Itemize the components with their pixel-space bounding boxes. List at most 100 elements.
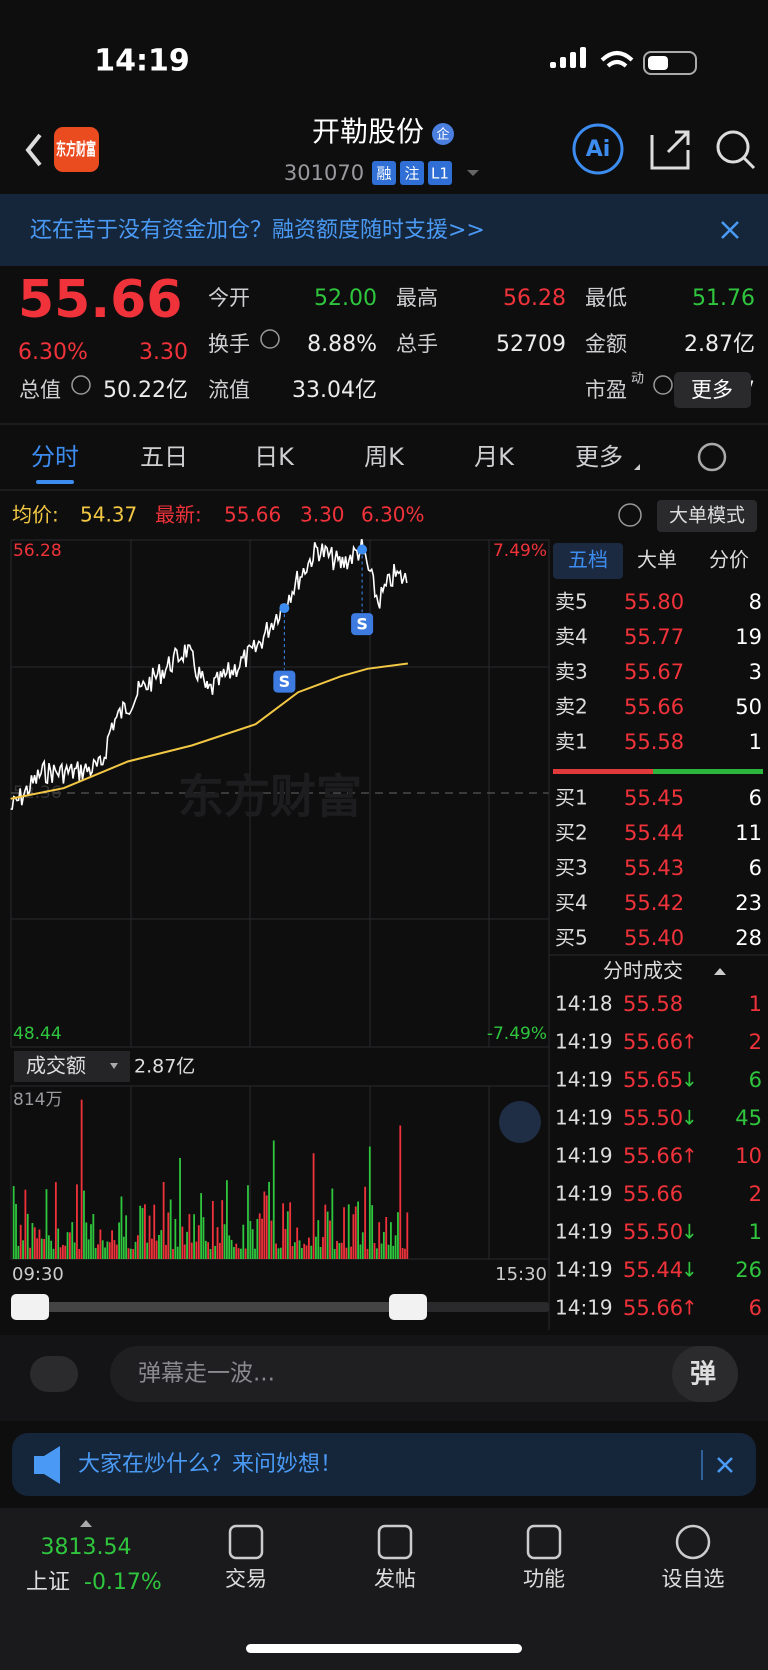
index-value[interactable]: 3813.54 (41, 1535, 132, 1560)
vol-bar (69, 1232, 71, 1259)
vol-bar (303, 1243, 306, 1259)
vol-bar (12, 1186, 15, 1259)
comment-placeholder[interactable]: 弹幕走一波... (138, 1361, 275, 1387)
tab[interactable]: 周K (364, 443, 405, 471)
vol-bar (172, 1248, 174, 1259)
vol-bar (76, 1184, 78, 1259)
vol-bar (17, 1245, 20, 1259)
tab[interactable]: 日K (254, 443, 295, 471)
ai-button[interactable] (572, 123, 624, 175)
book-vol: 50 (735, 695, 762, 719)
marker: S (356, 615, 368, 634)
vol-bar (209, 1248, 212, 1259)
ai-label[interactable]: Ai (586, 137, 611, 162)
vol-bar (38, 1229, 41, 1259)
info-icon (260, 329, 280, 349)
more-label[interactable]: 更多 (691, 378, 733, 402)
more-button[interactable] (674, 372, 751, 408)
tab[interactable]: 月K (474, 443, 515, 471)
info-icon (71, 375, 91, 395)
settings[interactable] (697, 442, 727, 472)
vol-bar (406, 1212, 409, 1259)
tab[interactable]: 五日 (140, 443, 188, 471)
comment-button-bg[interactable] (672, 1346, 738, 1402)
danmu-button[interactable]: 弹 (690, 1360, 716, 1390)
logo: 东方财富 (56, 139, 96, 160)
vol-bar (338, 1243, 341, 1259)
order-tab[interactable]: 五档 (568, 548, 608, 572)
vol-bar (270, 1220, 273, 1259)
index-pct[interactable]: -0.17% (84, 1570, 162, 1595)
slider-thumb[interactable] (11, 1294, 49, 1320)
vol-bar (317, 1220, 320, 1259)
vol-bar (134, 1241, 137, 1259)
tab[interactable]: 分时 (31, 443, 79, 471)
vol-bar (307, 1237, 310, 1259)
comment-input[interactable] (110, 1346, 738, 1402)
tab[interactable]: 更多 (575, 443, 623, 471)
vol-bar (293, 1242, 296, 1259)
mode-bg[interactable] (657, 500, 757, 532)
vol-label[interactable]: 成交额 (26, 1054, 86, 1078)
nav-icon[interactable] (228, 1524, 264, 1560)
trade-time: 14:19 (555, 1144, 613, 1168)
vol-bar (366, 1248, 369, 1259)
banner-close[interactable] (721, 221, 739, 239)
field-value: 2.87亿 (684, 332, 755, 357)
vol-bar (404, 1248, 406, 1259)
nav-label[interactable]: 交易 (225, 1567, 267, 1591)
index-caret (80, 1520, 92, 1527)
nav-icon[interactable] (675, 1524, 711, 1560)
book-label: 买1 (555, 786, 588, 810)
order-tab[interactable]: 大单 (637, 548, 677, 572)
nav-label[interactable]: 功能 (523, 1567, 565, 1591)
clock: 14:19 (94, 44, 190, 79)
vol-bar (167, 1212, 170, 1259)
slider-thumb[interactable] (389, 1294, 427, 1320)
banner-text[interactable]: 还在苦于没有资金加仓？融资额度随时支援>> (30, 218, 485, 243)
field-label: 流值 (208, 378, 250, 402)
mode[interactable]: 大单模式 (669, 505, 745, 527)
trade-arrow: ↓ (681, 1220, 698, 1244)
vol-bar (26, 1213, 29, 1259)
back[interactable] (25, 133, 42, 167)
nav-icon[interactable] (526, 1524, 562, 1560)
comment-icon[interactable] (30, 1356, 78, 1392)
nav-label[interactable]: 设自选 (662, 1567, 725, 1591)
change-pct: 6.30% (18, 340, 88, 365)
vol-bar (223, 1224, 226, 1259)
axis-high-pct: 7.49% (493, 541, 547, 561)
axis-low: 48.44 (13, 1024, 62, 1044)
book-vol: 19 (735, 625, 762, 649)
vol-bar (326, 1211, 329, 1259)
vol-bar (380, 1243, 383, 1259)
nav-icon[interactable] (377, 1524, 413, 1560)
vol-max: 814万 (13, 1090, 62, 1110)
search[interactable] (716, 130, 750, 164)
search-handle (742, 156, 756, 170)
vol-bar (228, 1235, 231, 1259)
vol-label-bg[interactable] (14, 1051, 130, 1082)
expand[interactable] (499, 1101, 541, 1143)
vol-bar (106, 1241, 109, 1259)
signal (550, 62, 556, 68)
vol-bar (15, 1203, 17, 1259)
vol-bar (249, 1220, 252, 1259)
vol-bar (207, 1242, 210, 1259)
share[interactable] (650, 130, 690, 170)
vol-bar (197, 1225, 200, 1259)
field-label: 今开 (208, 286, 250, 310)
field-value: 33.04亿 (292, 378, 377, 403)
vol-bar (50, 1240, 53, 1259)
index-name[interactable]: 上证 (26, 1570, 70, 1595)
field-sup: 动 (631, 372, 644, 387)
promo-close[interactable] (717, 1457, 733, 1473)
promo-bg[interactable] (12, 1433, 756, 1496)
order-tab[interactable]: 分价 (709, 548, 749, 572)
field-label: 最高 (396, 286, 438, 310)
promo-text[interactable]: 大家在炒什么？来问妙想！ (78, 1452, 342, 1477)
ratio-red (553, 769, 653, 774)
vol-bar (368, 1146, 371, 1259)
nav-label[interactable]: 发帖 (374, 1567, 416, 1591)
